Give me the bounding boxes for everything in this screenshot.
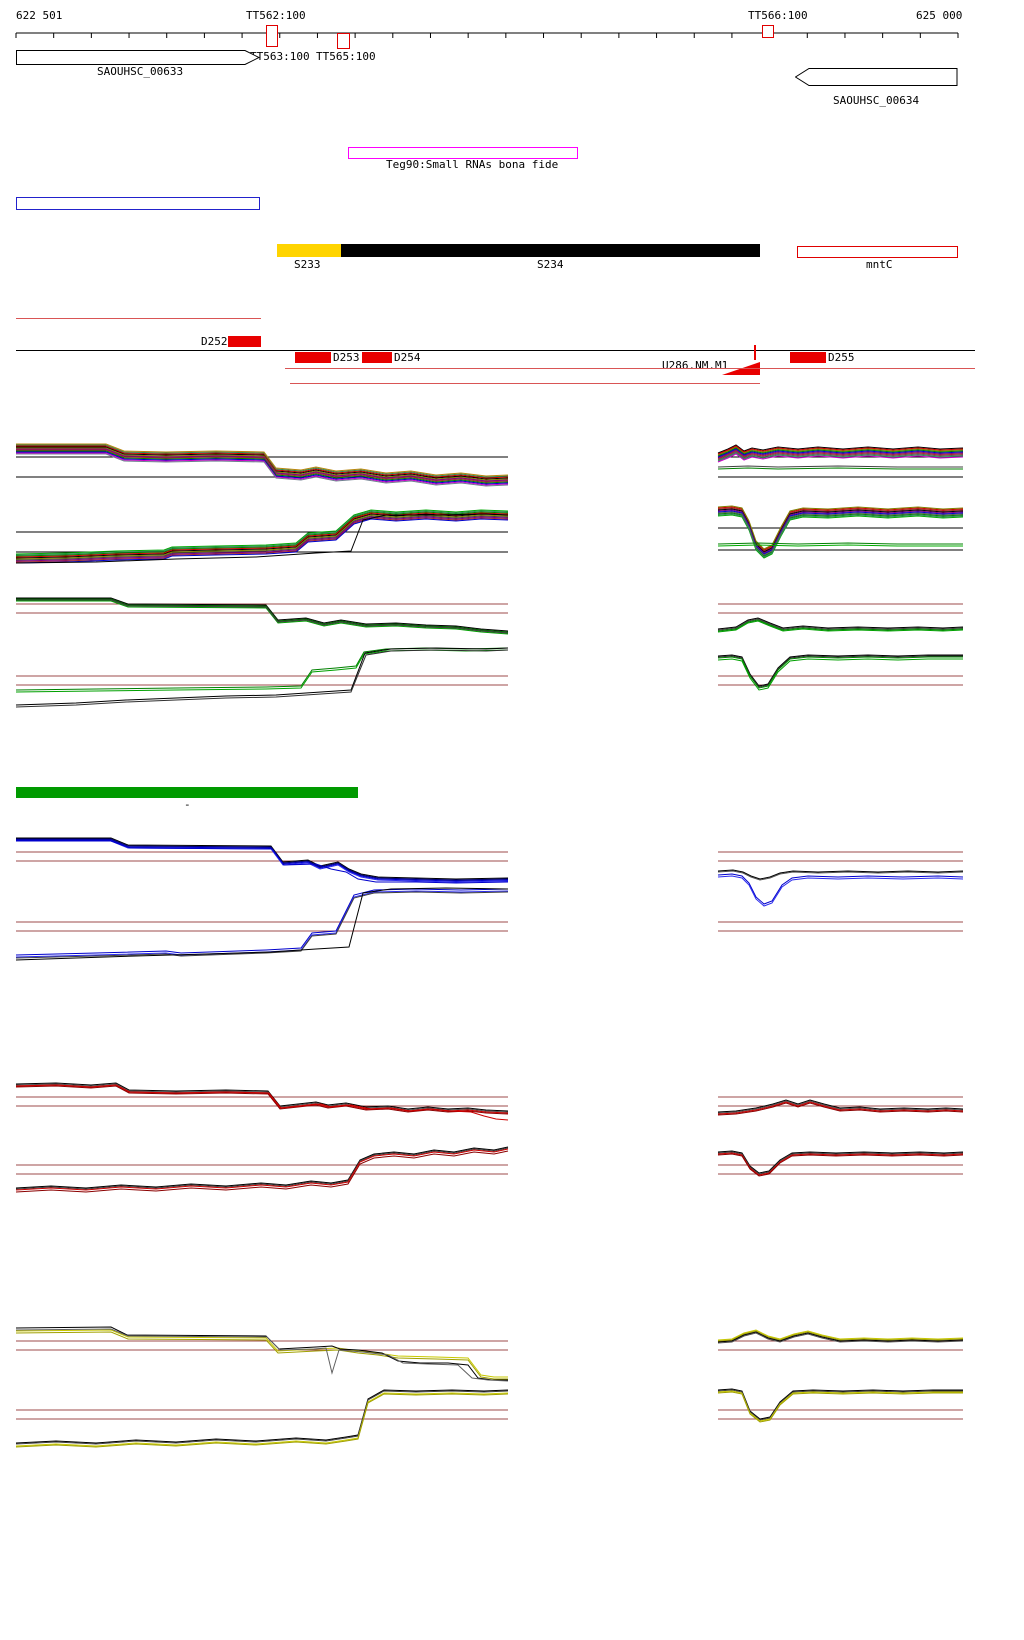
- g3-left-bottom: [15, 887, 509, 961]
- s233-feature-box[interactable]: [277, 244, 341, 257]
- g5-left-bottom: [15, 1389, 509, 1448]
- g4-right-top: [717, 1096, 964, 1116]
- ruler-end-label: 625 000: [916, 9, 963, 22]
- gene-arrow-saouhsc-00634[interactable]: [795, 68, 958, 86]
- feature-label-tt565: TT565:100: [316, 50, 376, 63]
- red-feature-line-low: [290, 383, 760, 384]
- d252-feature-box[interactable]: [228, 336, 261, 347]
- d254-label: D254: [394, 351, 421, 364]
- g4-right-bottom: [717, 1150, 964, 1177]
- red-feature-line-mid: [285, 368, 975, 369]
- g2-left-bottom: [15, 647, 509, 708]
- tt562-feature-box[interactable]: [266, 25, 278, 47]
- s234-label: S234: [537, 258, 564, 271]
- gene-label-saouhsc-00634: SAOUHSC_00634: [833, 94, 920, 107]
- ruler-axis: [15, 32, 959, 38]
- g1-left-top: [16, 443, 509, 487]
- g2-right-top: [717, 603, 964, 633]
- gene-arrow-saouhsc-00634-svg: [795, 68, 958, 86]
- g2-right-bottom: [717, 654, 963, 691]
- d253-label: D253: [333, 351, 360, 364]
- g3-right-bottom: [718, 921, 963, 932]
- gene-label-saouhsc-00633: SAOUHSC_00633: [97, 65, 184, 78]
- s234-feature-box[interactable]: [341, 244, 760, 257]
- ruler-start-label: 622 501: [16, 9, 63, 22]
- mntc-feature-box[interactable]: [797, 246, 958, 258]
- tt565-feature-box[interactable]: [337, 33, 350, 49]
- gene-arrow-saouhsc-00633-svg: [16, 50, 260, 65]
- tt566-feature-box[interactable]: [762, 25, 774, 38]
- d253-feature-box[interactable]: [295, 352, 331, 363]
- g3-left-top: [16, 837, 509, 884]
- mntc-label: mntC: [866, 258, 893, 271]
- d255-label: D255: [828, 351, 855, 364]
- green-bar-label: -: [184, 798, 191, 811]
- genome-axis-line: [16, 350, 975, 351]
- red-feature-line-left: [16, 318, 261, 319]
- blue-feature-box[interactable]: [16, 197, 260, 210]
- g4-left-top: [15, 1082, 509, 1121]
- d254-feature-box[interactable]: [362, 352, 392, 363]
- d252-label: D252: [201, 335, 228, 348]
- g4-left-bottom: [15, 1146, 509, 1193]
- g1-left-bottom: [15, 509, 509, 564]
- feature-label-tt562: TT562:100: [246, 9, 306, 22]
- g5-right-bottom: [717, 1388, 963, 1423]
- u286-tick: [754, 345, 756, 360]
- d255-feature-box[interactable]: [790, 352, 826, 363]
- teg90-feature-box[interactable]: [348, 147, 578, 159]
- s233-label: S233: [294, 258, 321, 271]
- green-region-bar[interactable]: [16, 787, 358, 798]
- gene-arrow-saouhsc-00633[interactable]: [16, 50, 260, 65]
- feature-label-tt566: TT566:100: [748, 9, 808, 22]
- g1-right-top: [717, 444, 964, 478]
- feature-label-tt563: TT563:100: [250, 50, 310, 63]
- g1-right-bottom: [717, 505, 964, 559]
- u286-label: U286.NM.M1: [662, 359, 729, 372]
- teg90-label: Teg90:Small RNAs bona fide: [386, 158, 559, 171]
- g3-right-top: [717, 851, 964, 907]
- g5-right-top: [717, 1329, 964, 1351]
- g5-left-top: [15, 1326, 509, 1382]
- g2-left-top: [16, 597, 509, 635]
